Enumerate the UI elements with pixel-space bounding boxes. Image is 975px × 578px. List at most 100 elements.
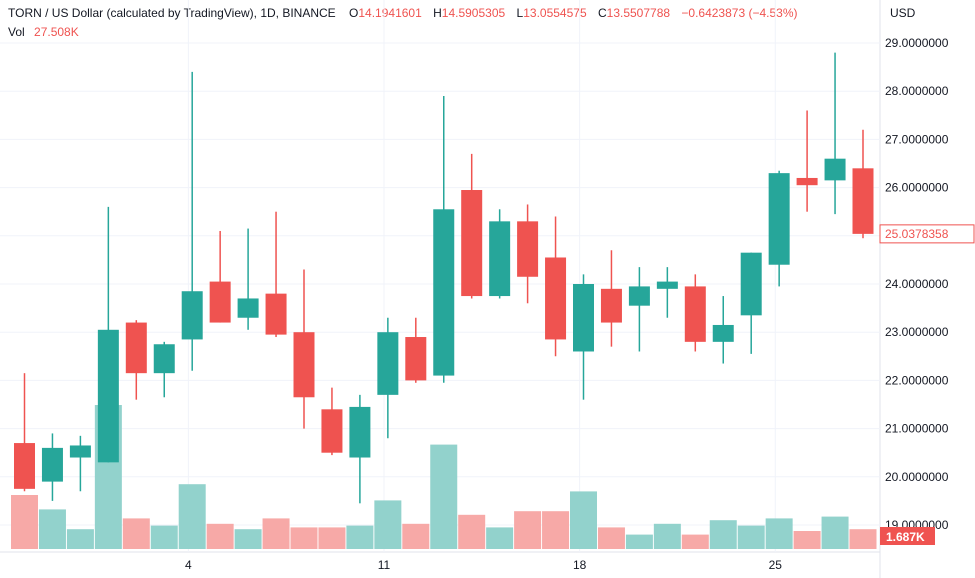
volume-bar (318, 527, 346, 549)
price-tick-label: 29.0000000 (885, 36, 949, 50)
candle (768, 170, 790, 287)
time-tick-label: 11 (378, 558, 391, 572)
volume-bar (38, 509, 66, 549)
price-axis: 19.000000020.000000021.000000022.0000000… (879, 36, 975, 545)
candle-body (684, 286, 706, 342)
candle (824, 52, 846, 215)
last-price-tag (879, 224, 975, 244)
candle (796, 110, 818, 212)
time-axis: 4 11 18 25 (185, 558, 782, 572)
ohlc-legend: TORN / US Dollar (calculated by TradingV… (8, 6, 797, 20)
volume-bar (681, 534, 709, 549)
last-price-label: 25.0378358 (885, 227, 949, 241)
candle (461, 153, 483, 299)
volume-bar (11, 495, 38, 549)
candle (125, 320, 147, 400)
open-label: O (349, 6, 359, 20)
price-tick-label: 24.0000000 (885, 277, 949, 291)
high-label: H (433, 6, 442, 20)
candle (293, 269, 315, 429)
volume-bar (346, 525, 374, 549)
candle (517, 204, 539, 304)
volume-bars (11, 405, 877, 549)
change-value: −0.6423873 (−4.53%) (681, 6, 798, 20)
candle (265, 211, 287, 338)
candle-body (517, 221, 539, 277)
candle-body (852, 168, 874, 234)
candle-body (656, 281, 678, 289)
candle (712, 296, 734, 364)
candle (181, 71, 203, 371)
candle-body (69, 445, 91, 458)
candle-body (628, 286, 650, 306)
volume-bar (122, 518, 150, 549)
candle-body (265, 293, 287, 335)
candle-body (377, 332, 399, 395)
volume-bar (653, 523, 681, 549)
candle (321, 387, 343, 456)
volume-bar (570, 491, 597, 549)
candles (14, 52, 874, 504)
last-volume-tag (880, 527, 935, 545)
candle-body (209, 281, 231, 323)
candle (684, 274, 706, 352)
candle-body (489, 221, 511, 297)
candle (628, 267, 650, 352)
candle-body (768, 173, 790, 265)
candle (433, 96, 455, 383)
candle-body (153, 344, 175, 374)
candle-body (237, 298, 259, 318)
volume-bar (150, 525, 178, 549)
low-value: 13.0554575 (523, 6, 587, 20)
price-tick-label: 20.0000000 (885, 470, 949, 484)
price-tick-label: 28.0000000 (885, 84, 949, 98)
candle-body (181, 291, 203, 340)
volume-bar (430, 444, 458, 549)
volume-bar (486, 527, 514, 549)
candle-body (349, 406, 371, 458)
currency-label: USD (890, 6, 916, 20)
volume-legend: Vol 27.508K (8, 25, 79, 39)
candle (153, 341, 175, 398)
candle-body (740, 252, 762, 316)
candle (489, 209, 511, 299)
volume-bar (178, 484, 206, 549)
price-tick-label: 21.0000000 (885, 422, 949, 436)
volume-bar (374, 500, 402, 549)
price-tick-label: 26.0000000 (885, 181, 949, 195)
close-label: C (597, 6, 607, 20)
candle-body (14, 443, 35, 489)
volume-bar (765, 518, 793, 549)
volume-bar (793, 531, 821, 549)
candle-body (600, 288, 622, 323)
open-value: 14.1941601 (358, 6, 422, 20)
volume-bar (402, 523, 430, 549)
candle-body (433, 209, 455, 376)
candle (97, 206, 119, 463)
volume-bar (290, 527, 318, 549)
volume-bar (709, 520, 737, 549)
candle (740, 252, 762, 354)
volume-bar (597, 527, 625, 549)
candle (377, 317, 399, 439)
candle (349, 394, 371, 504)
candle-body (321, 409, 343, 453)
high-value: 14.5905305 (441, 6, 506, 20)
candle-body (824, 158, 846, 181)
volume-bar (737, 525, 765, 549)
candle-body (293, 332, 315, 398)
volume-bar (206, 523, 234, 549)
candle (852, 129, 874, 239)
candle (69, 435, 91, 492)
candle (405, 317, 427, 383)
candle (209, 230, 231, 323)
volume-bar (514, 511, 542, 549)
candle-body (545, 257, 567, 340)
candle (656, 267, 678, 318)
close-value: 13.5507788 (606, 6, 671, 20)
candle-body (796, 177, 818, 186)
volume-value: 27.508K (34, 25, 79, 39)
candle (41, 433, 63, 501)
candle-body (97, 329, 119, 463)
